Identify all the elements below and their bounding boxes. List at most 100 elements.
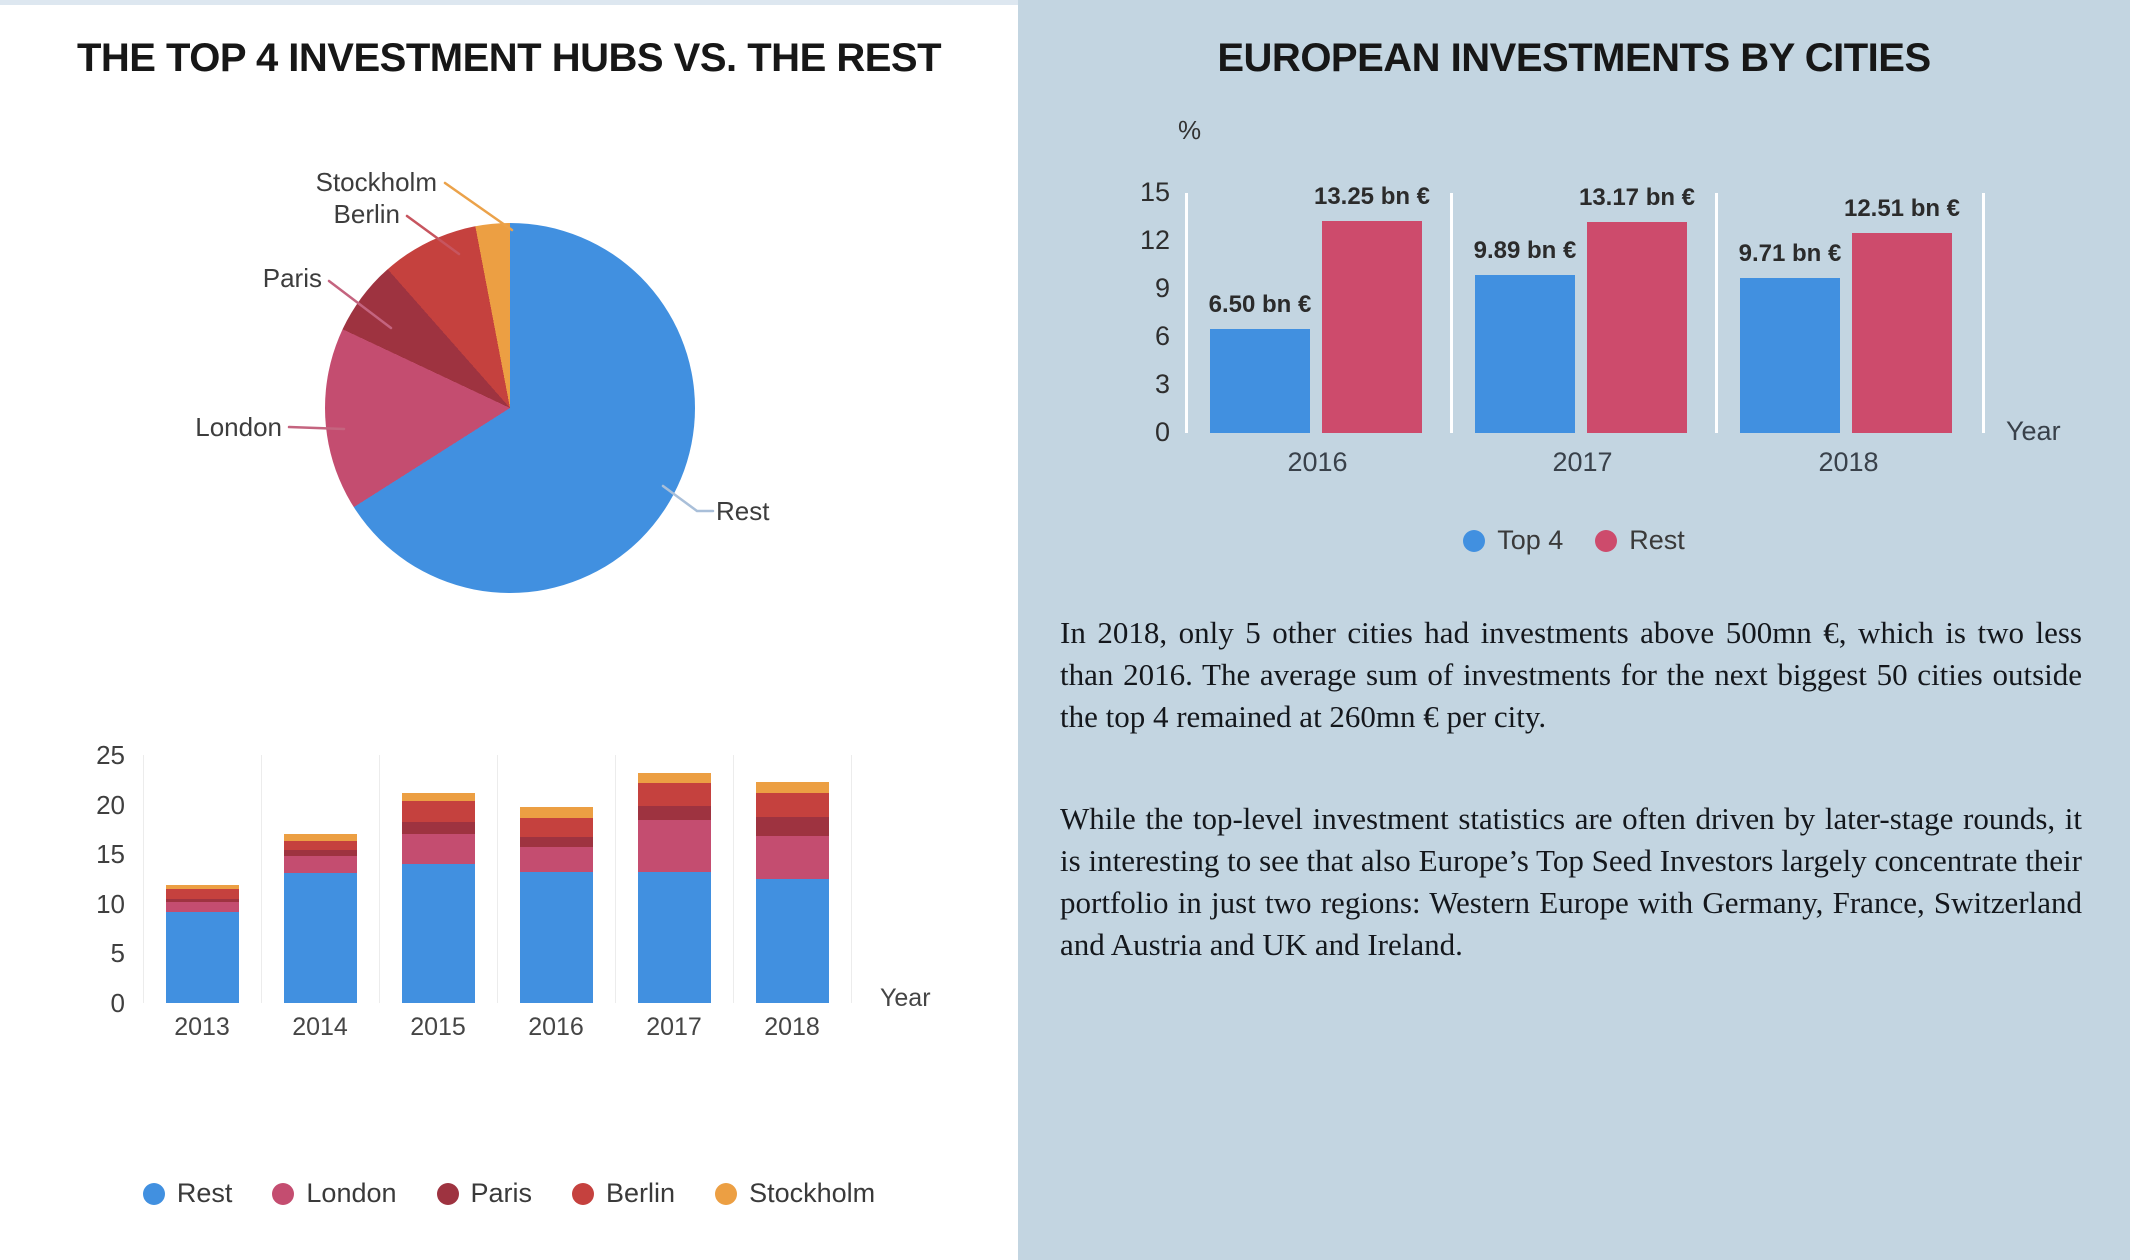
top-4-legend-dot (1463, 529, 1486, 552)
stacked-bar-segment-berlin (637, 782, 711, 806)
legend-item-top-4: Top 4 (1463, 525, 1563, 556)
stacked-chart-x-axis-title: Year (880, 984, 931, 1012)
paragraph-2: While the top-level investment statistic… (1060, 801, 2082, 962)
stacked-slot (615, 755, 734, 1003)
group-separator-line (1185, 193, 1188, 433)
legend-label: Paris (470, 1178, 533, 1208)
rest-legend-dot (142, 1182, 165, 1205)
stacked-bar-chart: 2013 2014 2015 2016 2017 2018 (143, 755, 852, 1041)
stacked-x-tick-label: 2017 (646, 1013, 702, 1041)
berlin-legend-dot (572, 1182, 595, 1205)
stacked-x-tick-label: 2014 (292, 1013, 348, 1041)
paragraph-1: In 2018, only 5 other cities had investm… (1060, 615, 2082, 734)
stacked-x-tick-label: 2013 (174, 1013, 230, 1041)
grouped-chart-y-axis-title: % (1178, 115, 1202, 145)
stacked-bar-segment-berlin (519, 818, 593, 837)
bar-value-label: 13.25 bn € (1313, 183, 1431, 210)
legend-item-rest: Rest (1595, 525, 1685, 556)
stacked-bar-segment-paris (637, 805, 711, 820)
stacked-bar-segment-rest (755, 879, 829, 1003)
legend-label: Berlin (606, 1178, 676, 1208)
grouped-y-tick-label: 9 (1154, 273, 1170, 303)
stacked-y-tick-label: 20 (96, 789, 125, 820)
left-panel-title: THE TOP 4 INVESTMENT HUBS VS. THE REST (76, 36, 942, 80)
legend-item-paris: Paris (436, 1178, 533, 1209)
stacked-bar-segment-london (755, 836, 829, 879)
bar-value-label: 13.17 bn € (1578, 184, 1696, 212)
stacked-bar-segment-stockholm (637, 772, 711, 783)
legend-label: Rest (176, 1178, 233, 1208)
pie-label-stockholm: Stockholm (315, 167, 437, 197)
stacked-bar-segment-rest (165, 911, 239, 1003)
stacked-bar (283, 834, 357, 1003)
legend-label: Rest (1629, 525, 1685, 555)
stacked-bar-segment-paris (401, 822, 475, 835)
grouped-y-tick-label: 0 (1154, 417, 1170, 447)
bar-value-label: 6.50 bn € (1208, 291, 1312, 318)
stacked-slot (733, 755, 852, 1003)
stacked-x-tick-label: 2015 (410, 1013, 466, 1041)
stacked-bar-segment-london (401, 834, 475, 865)
london-legend-dot (272, 1182, 295, 1205)
grouped-chart-x-axis-title: Year (2006, 416, 2061, 446)
stacked-bar-segment-berlin (755, 792, 829, 817)
legend-label: London (306, 1178, 397, 1208)
left-panel: THE TOP 4 INVESTMENT HUBS VS. THE REST S… (0, 0, 1018, 1260)
grouped-x-tick-label: 2018 (1818, 447, 1879, 477)
pie-chart (325, 223, 695, 593)
stacked-bar (637, 772, 711, 1003)
pie-leader-lines (287, 181, 715, 513)
stacked-bar-segment-stockholm (755, 781, 829, 793)
stacked-bar-segment-paris (165, 898, 239, 902)
grouped-y-tick-label: 6 (1154, 321, 1170, 351)
stacked-bar-segment-stockholm (401, 792, 475, 801)
stockholm-legend-dot (715, 1182, 738, 1205)
stacked-bar-segment-london (283, 856, 357, 874)
legend-item-stockholm: Stockholm (715, 1178, 875, 1209)
stacked-slot (261, 755, 380, 1003)
bar-value-label: 12.51 bn € (1843, 194, 1961, 222)
stacked-chart-legend: Rest London Paris Berlin Stockholm (0, 1178, 1018, 1209)
body-text: In 2018, only 5 other cities had investm… (1060, 612, 2082, 1026)
stacked-x-tick-label: 2016 (528, 1013, 584, 1041)
grouped-chart-legend: Top 4 Rest (1018, 525, 2130, 556)
stacked-bar-segment-paris (755, 816, 829, 837)
stacked-bar-segment-paris (283, 850, 357, 857)
grouped-bar-top-4 (1210, 329, 1310, 433)
legend-item-berlin: Berlin (572, 1178, 675, 1209)
stacked-y-tick-label: 25 (96, 740, 125, 770)
grouped-y-tick-label: 12 (1139, 225, 1170, 255)
pie-label-london: London (195, 412, 282, 442)
top-strip (0, 0, 1018, 5)
bar-value-label: 9.89 bn € (1473, 236, 1577, 264)
stacked-bar-segment-rest (637, 872, 711, 1003)
grouped-bar-top-4 (1740, 277, 1840, 433)
stacked-bar-segment-london (637, 819, 711, 873)
stacked-bar-segment-paris (519, 836, 593, 847)
grouped-bar-rest (1322, 221, 1422, 433)
stacked-bar-segment-stockholm (283, 834, 357, 842)
rest-legend-dot (1595, 529, 1618, 552)
stacked-bar-segment-stockholm (165, 885, 239, 889)
stacked-y-tick-label: 0 (110, 988, 125, 1018)
group-separator-line (1982, 193, 1985, 433)
stacked-bar-segment-berlin (165, 888, 239, 899)
grouped-bar-top-4 (1475, 274, 1575, 433)
stacked-x-tick-label: 2018 (764, 1013, 820, 1041)
stacked-bar-segment-stockholm (519, 807, 593, 819)
grouped-y-tick-label: 3 (1154, 369, 1170, 399)
stacked-bar (401, 792, 475, 1003)
grouped-y-tick-label: 15 (1139, 177, 1170, 207)
stacked-slot (497, 755, 616, 1003)
stacked-bar (519, 807, 593, 1003)
legend-item-rest: Rest (142, 1178, 233, 1209)
grouped-bar-rest (1587, 222, 1687, 433)
paris-legend-dot (436, 1182, 459, 1205)
stacked-chart-y-axis: 0 5 10 15 20 25 (55, 740, 125, 1018)
right-panel-title: EUROPEAN INVESTMENTS BY CITIES (1217, 36, 1931, 80)
stacked-slot (143, 755, 262, 1003)
pie-label-paris: Paris (262, 263, 322, 293)
stacked-y-tick-label: 15 (96, 839, 125, 870)
stacked-bar (755, 781, 829, 1003)
